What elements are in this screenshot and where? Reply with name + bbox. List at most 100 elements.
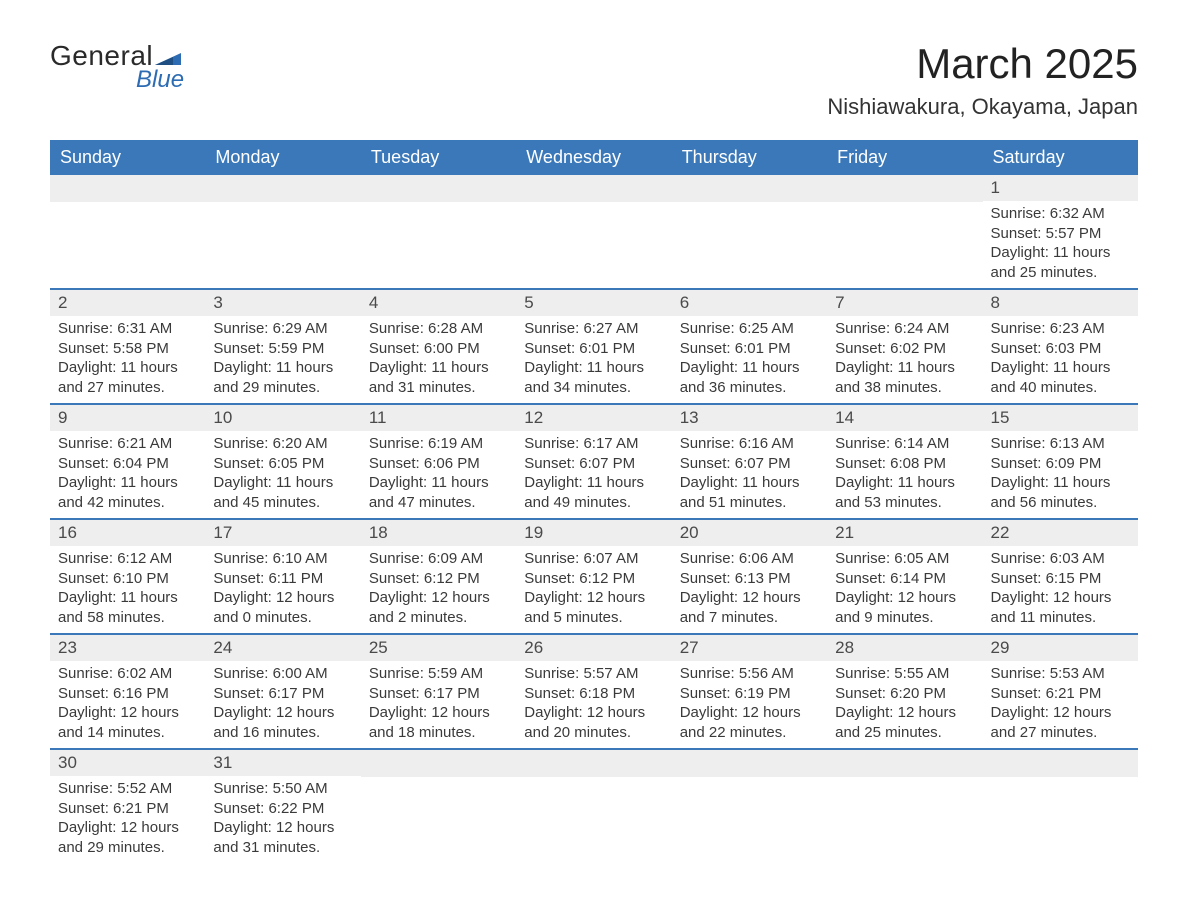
weekday-header: Wednesday — [516, 140, 671, 175]
day-data: Sunrise: 6:10 AMSunset: 6:11 PMDaylight:… — [205, 546, 360, 633]
day-data: Sunrise: 6:28 AMSunset: 6:00 PMDaylight:… — [361, 316, 516, 403]
daylight-text: Daylight: 12 hours and 25 minutes. — [835, 703, 974, 742]
day-data: Sunrise: 6:14 AMSunset: 6:08 PMDaylight:… — [827, 431, 982, 518]
daylight-text: Daylight: 12 hours and 7 minutes. — [680, 588, 819, 627]
sunset-text: Sunset: 6:17 PM — [213, 684, 352, 704]
daylight-text: Daylight: 12 hours and 18 minutes. — [369, 703, 508, 742]
sunset-text: Sunset: 6:01 PM — [680, 339, 819, 359]
daylight-text: Daylight: 12 hours and 22 minutes. — [680, 703, 819, 742]
empty-day-data — [827, 777, 982, 855]
day-number: 27 — [672, 635, 827, 661]
daylight-text: Daylight: 11 hours and 42 minutes. — [58, 473, 197, 512]
weekday-header: Monday — [205, 140, 360, 175]
daylight-text: Daylight: 11 hours and 49 minutes. — [524, 473, 663, 512]
day-data: Sunrise: 6:19 AMSunset: 6:06 PMDaylight:… — [361, 431, 516, 518]
sunrise-text: Sunrise: 6:31 AM — [58, 319, 197, 339]
day-number: 2 — [50, 290, 205, 316]
sunrise-text: Sunrise: 5:53 AM — [991, 664, 1130, 684]
sunrise-text: Sunrise: 5:57 AM — [524, 664, 663, 684]
sunrise-text: Sunrise: 6:17 AM — [524, 434, 663, 454]
sunrise-text: Sunrise: 6:10 AM — [213, 549, 352, 569]
weekday-header: Tuesday — [361, 140, 516, 175]
sunset-text: Sunset: 6:21 PM — [58, 799, 197, 819]
day-number: 22 — [983, 520, 1138, 546]
calendar-cell: 22Sunrise: 6:03 AMSunset: 6:15 PMDayligh… — [983, 519, 1138, 634]
sunrise-text: Sunrise: 6:24 AM — [835, 319, 974, 339]
calendar-cell: 1Sunrise: 6:32 AMSunset: 5:57 PMDaylight… — [983, 175, 1138, 289]
weekday-header: Thursday — [672, 140, 827, 175]
empty-day-number — [827, 175, 982, 202]
sunrise-text: Sunrise: 5:55 AM — [835, 664, 974, 684]
title-block: March 2025 Nishiawakura, Okayama, Japan — [827, 40, 1138, 120]
daylight-text: Daylight: 11 hours and 51 minutes. — [680, 473, 819, 512]
empty-day-number — [672, 175, 827, 202]
empty-day-number — [516, 750, 671, 777]
calendar-cell: 20Sunrise: 6:06 AMSunset: 6:13 PMDayligh… — [672, 519, 827, 634]
calendar-cell: 28Sunrise: 5:55 AMSunset: 6:20 PMDayligh… — [827, 634, 982, 749]
day-number: 31 — [205, 750, 360, 776]
sunset-text: Sunset: 6:16 PM — [58, 684, 197, 704]
empty-day-number — [516, 175, 671, 202]
weekday-header-row: Sunday Monday Tuesday Wednesday Thursday… — [50, 140, 1138, 175]
calendar-cell: 3Sunrise: 6:29 AMSunset: 5:59 PMDaylight… — [205, 289, 360, 404]
daylight-text: Daylight: 11 hours and 29 minutes. — [213, 358, 352, 397]
day-data: Sunrise: 6:25 AMSunset: 6:01 PMDaylight:… — [672, 316, 827, 403]
calendar-cell: 21Sunrise: 6:05 AMSunset: 6:14 PMDayligh… — [827, 519, 982, 634]
daylight-text: Daylight: 12 hours and 0 minutes. — [213, 588, 352, 627]
day-number: 6 — [672, 290, 827, 316]
empty-day-number — [50, 175, 205, 202]
calendar-week-row: 30Sunrise: 5:52 AMSunset: 6:21 PMDayligh… — [50, 749, 1138, 863]
day-number: 28 — [827, 635, 982, 661]
daylight-text: Daylight: 12 hours and 20 minutes. — [524, 703, 663, 742]
day-number: 24 — [205, 635, 360, 661]
sunset-text: Sunset: 6:15 PM — [991, 569, 1130, 589]
empty-day-data — [827, 202, 982, 280]
day-data: Sunrise: 6:03 AMSunset: 6:15 PMDaylight:… — [983, 546, 1138, 633]
sunset-text: Sunset: 6:12 PM — [524, 569, 663, 589]
calendar-cell: 18Sunrise: 6:09 AMSunset: 6:12 PMDayligh… — [361, 519, 516, 634]
daylight-text: Daylight: 11 hours and 31 minutes. — [369, 358, 508, 397]
sunrise-text: Sunrise: 6:00 AM — [213, 664, 352, 684]
calendar-cell: 29Sunrise: 5:53 AMSunset: 6:21 PMDayligh… — [983, 634, 1138, 749]
day-data: Sunrise: 6:12 AMSunset: 6:10 PMDaylight:… — [50, 546, 205, 633]
calendar-cell: 30Sunrise: 5:52 AMSunset: 6:21 PMDayligh… — [50, 749, 205, 863]
daylight-text: Daylight: 11 hours and 45 minutes. — [213, 473, 352, 512]
sunset-text: Sunset: 6:01 PM — [524, 339, 663, 359]
sunset-text: Sunset: 6:21 PM — [991, 684, 1130, 704]
daylight-text: Daylight: 12 hours and 9 minutes. — [835, 588, 974, 627]
empty-day-data — [516, 202, 671, 280]
daylight-text: Daylight: 12 hours and 29 minutes. — [58, 818, 197, 857]
sunrise-text: Sunrise: 6:06 AM — [680, 549, 819, 569]
sunrise-text: Sunrise: 6:12 AM — [58, 549, 197, 569]
empty-day-number — [361, 175, 516, 202]
sunset-text: Sunset: 6:05 PM — [213, 454, 352, 474]
sunset-text: Sunset: 6:00 PM — [369, 339, 508, 359]
daylight-text: Daylight: 11 hours and 40 minutes. — [991, 358, 1130, 397]
sunset-text: Sunset: 6:17 PM — [369, 684, 508, 704]
calendar-week-row: 16Sunrise: 6:12 AMSunset: 6:10 PMDayligh… — [50, 519, 1138, 634]
calendar-week-row: 1Sunrise: 6:32 AMSunset: 5:57 PMDaylight… — [50, 175, 1138, 289]
weekday-header: Saturday — [983, 140, 1138, 175]
brand-logo: General Blue — [50, 40, 184, 94]
day-number: 17 — [205, 520, 360, 546]
day-number: 4 — [361, 290, 516, 316]
daylight-text: Daylight: 11 hours and 53 minutes. — [835, 473, 974, 512]
calendar-cell: 19Sunrise: 6:07 AMSunset: 6:12 PMDayligh… — [516, 519, 671, 634]
sunset-text: Sunset: 6:02 PM — [835, 339, 974, 359]
location-label: Nishiawakura, Okayama, Japan — [827, 94, 1138, 120]
calendar-cell: 13Sunrise: 6:16 AMSunset: 6:07 PMDayligh… — [672, 404, 827, 519]
calendar-cell: 8Sunrise: 6:23 AMSunset: 6:03 PMDaylight… — [983, 289, 1138, 404]
weekday-header: Friday — [827, 140, 982, 175]
daylight-text: Daylight: 12 hours and 16 minutes. — [213, 703, 352, 742]
day-data: Sunrise: 6:24 AMSunset: 6:02 PMDaylight:… — [827, 316, 982, 403]
weekday-header: Sunday — [50, 140, 205, 175]
day-data: Sunrise: 6:27 AMSunset: 6:01 PMDaylight:… — [516, 316, 671, 403]
sunrise-text: Sunrise: 6:21 AM — [58, 434, 197, 454]
calendar-cell — [827, 749, 982, 863]
sunrise-text: Sunrise: 5:50 AM — [213, 779, 352, 799]
day-number: 29 — [983, 635, 1138, 661]
calendar-cell: 26Sunrise: 5:57 AMSunset: 6:18 PMDayligh… — [516, 634, 671, 749]
daylight-text: Daylight: 12 hours and 31 minutes. — [213, 818, 352, 857]
daylight-text: Daylight: 11 hours and 25 minutes. — [991, 243, 1130, 282]
day-data: Sunrise: 6:32 AMSunset: 5:57 PMDaylight:… — [983, 201, 1138, 288]
